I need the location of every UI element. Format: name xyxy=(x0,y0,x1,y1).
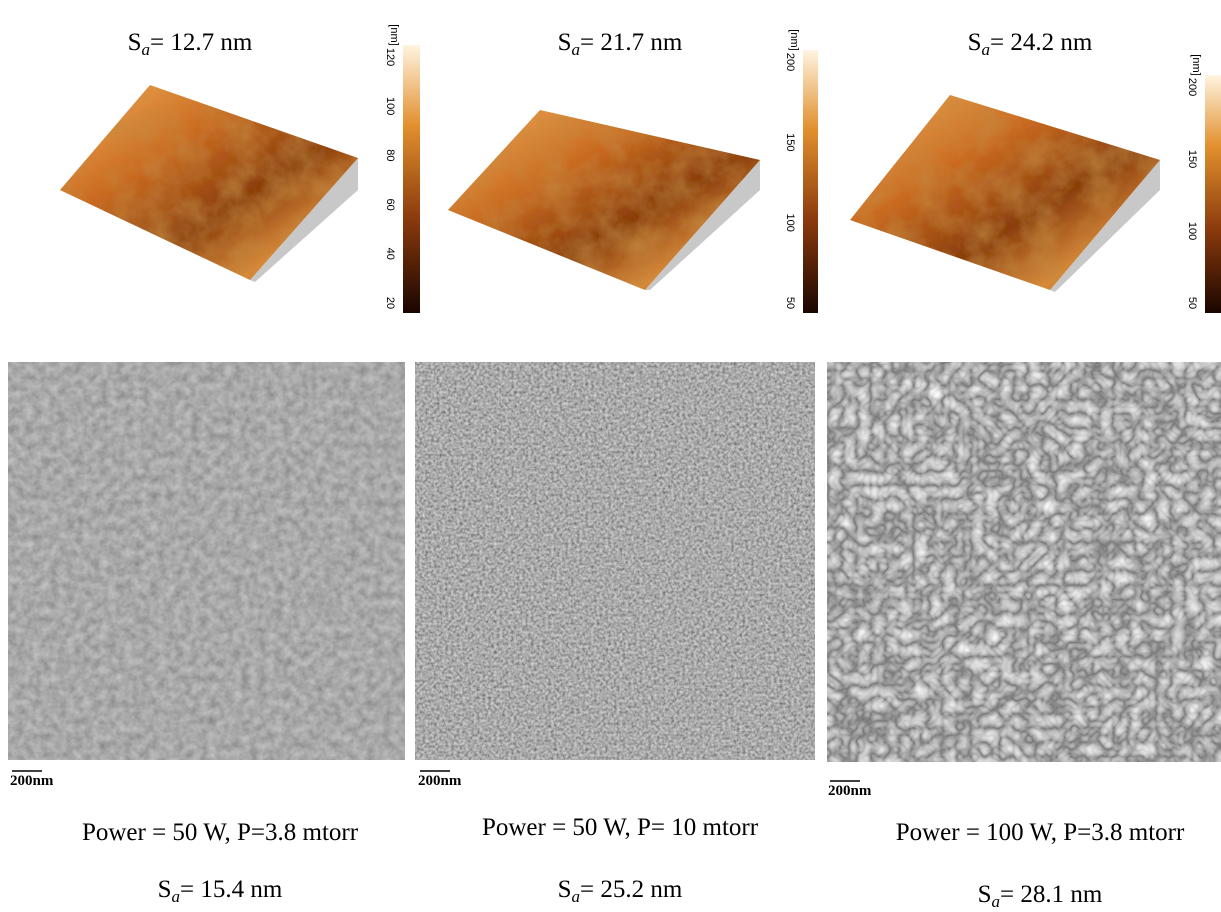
condition: Power = 50 W, P=3.8 mtorr xyxy=(82,819,359,846)
page: {"panels": [ {"afm": {"roughness": {"sym… xyxy=(0,0,1221,907)
roughness-subscript: a xyxy=(172,887,181,906)
roughness-value: = 15.4 nm xyxy=(180,876,283,903)
roughness-symbol: S xyxy=(978,881,992,907)
roughness-value: = 12.7 nm xyxy=(150,29,253,56)
colorbar-unit: [nm] xyxy=(1190,54,1202,75)
condition: Power = 50 W, P= 10 mtorr xyxy=(482,814,759,841)
colorbar-tick: 100 xyxy=(384,97,396,115)
sem-image xyxy=(415,362,815,760)
roughness-symbol: S xyxy=(968,29,982,56)
roughness-label: Sa= 21.7 nm xyxy=(558,29,683,59)
roughness-symbol: S xyxy=(158,876,172,903)
colorbar-tick: 150 xyxy=(1186,150,1198,168)
afm-surface xyxy=(850,95,1160,290)
roughness-label: Sa= 28.1 nm xyxy=(978,881,1103,907)
roughness-value: = 21.7 nm xyxy=(580,29,683,56)
colorbar-tick: 50 xyxy=(784,297,796,309)
roughness-value: = 24.2 nm xyxy=(990,29,1093,56)
colorbar-unit: [nm] xyxy=(388,24,400,45)
roughness-label: Sa= 12.7 nm xyxy=(128,29,253,59)
roughness-value: = 25.2 nm xyxy=(580,876,683,903)
colorbar-tick: 60 xyxy=(384,198,396,210)
roughness-symbol: S xyxy=(558,876,572,903)
condition: Power = 100 W, P=3.8 mtorr xyxy=(896,819,1185,846)
roughness-label: Sa= 25.2 nm xyxy=(558,876,683,906)
colorbar-tick: 20 xyxy=(384,297,396,309)
scale-bar-label: 200nm xyxy=(828,783,872,799)
roughness-symbol: S xyxy=(558,29,572,56)
sem-image xyxy=(8,362,405,760)
colorbar-unit: [nm] xyxy=(788,29,800,50)
colorbar-tick: 40 xyxy=(384,248,396,260)
colorbar-tick: 50 xyxy=(1186,297,1198,309)
colorbar xyxy=(1205,75,1221,313)
roughness-label: Sa= 15.4 nm xyxy=(158,876,283,906)
scale-bar-label: 200nm xyxy=(10,773,54,789)
roughness-symbol: S xyxy=(128,29,142,56)
roughness-subscript: a xyxy=(982,40,991,59)
colorbar xyxy=(803,50,818,313)
roughness-subscript: a xyxy=(572,40,581,59)
colorbar-tick: 100 xyxy=(1186,222,1198,240)
colorbar-tick: 200 xyxy=(1186,78,1198,96)
colorbar-tick: 80 xyxy=(384,149,396,161)
roughness-label: Sa= 24.2 nm xyxy=(968,29,1093,59)
colorbar-tick: 120 xyxy=(384,48,396,66)
colorbar-tick: 100 xyxy=(784,213,796,231)
roughness-subscript: a xyxy=(992,892,1001,907)
sem-image xyxy=(827,362,1221,762)
colorbar-tick: 150 xyxy=(784,133,796,151)
scale-bar-label: 200nm xyxy=(418,773,462,789)
roughness-subscript: a xyxy=(572,887,581,906)
afm-surface xyxy=(448,110,760,290)
roughness-value: = 28.1 nm xyxy=(1000,881,1103,907)
roughness-subscript: a xyxy=(142,40,151,59)
afm-surface xyxy=(60,85,358,280)
colorbar xyxy=(403,45,420,313)
colorbar-tick: 200 xyxy=(784,53,796,71)
figure: Sa= 12.7 nm[nm]12010080604020200nmPower … xyxy=(0,0,1221,907)
